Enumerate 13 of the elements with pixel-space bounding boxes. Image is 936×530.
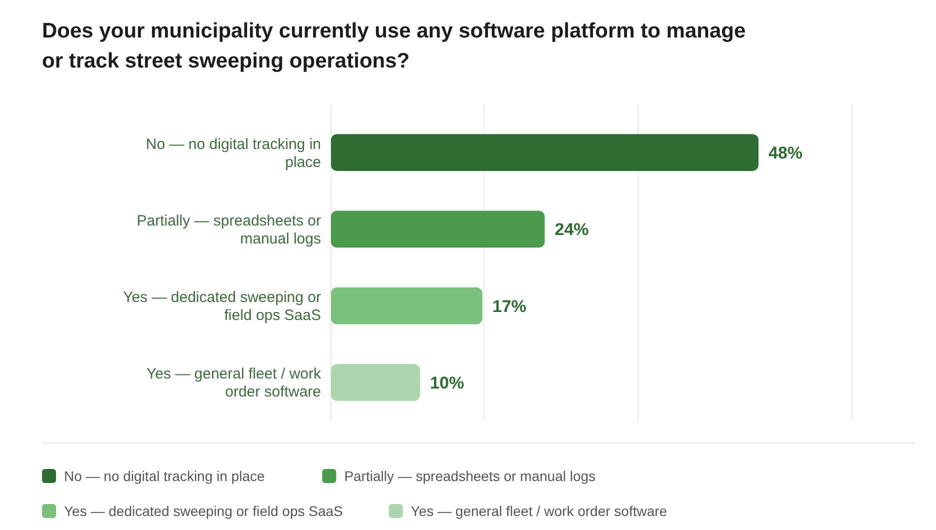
legend-label: No — no digital tracking in place (64, 468, 265, 484)
chart-title: Does your municipality currently use any software platform to manage or track street sweeping operations? (42, 19, 746, 72)
legend-label: Yes — dedicated sweeping or field ops SaaS (64, 502, 343, 519)
legend-label: Yes — general fleet / work order software (410, 502, 668, 519)
y-tick-label: Yes — general fleet / work order software (146, 366, 322, 401)
data-label: 48% (768, 144, 803, 162)
data-label: 24% (554, 220, 589, 240)
y-tick-label: Partially — spreadsheets or manual logs (136, 212, 322, 248)
y-tick-label: Yes — dedicated sweeping or field ops SaaS (123, 289, 321, 324)
legend-label: Partially — spreadsheets or manual logs (344, 468, 596, 484)
data-label: 17% (492, 296, 526, 316)
data-label: 10% (430, 373, 464, 392)
y-tick-label: No — no digital tracking in place (146, 136, 321, 171)
